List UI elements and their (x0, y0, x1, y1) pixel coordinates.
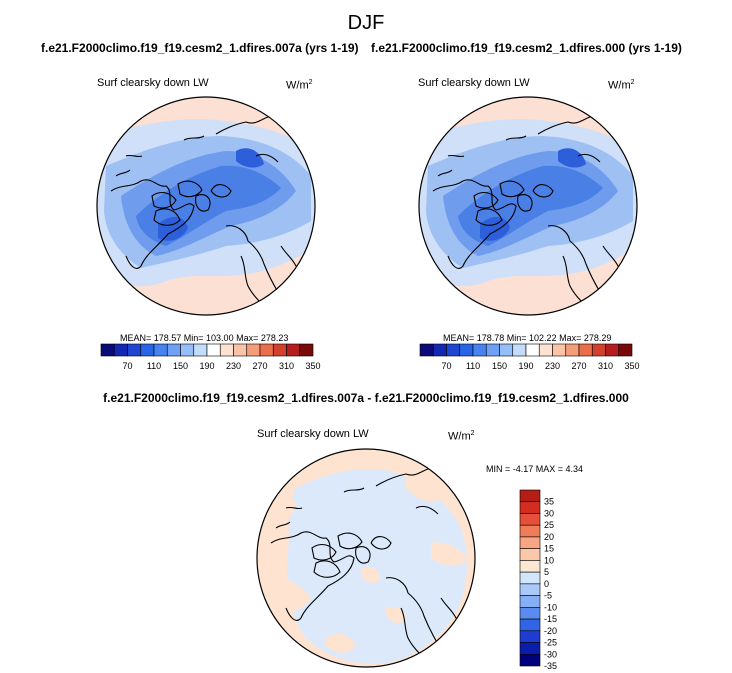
diff-colorbar-swatch (519, 595, 541, 608)
diff-colorbar-swatch (519, 571, 541, 585)
left-units-label: W/m2 (286, 79, 313, 92)
right-colorbar-swatch (459, 343, 474, 357)
right-colorbar-swatch (552, 343, 567, 357)
right-colorbar-swatch (525, 343, 540, 357)
diff-colorbar-swatch (519, 524, 541, 538)
diff-colorbar-tick-label: 25 (544, 520, 554, 530)
left-colorbar-tick-label: 70 (122, 361, 132, 371)
right-colorbar-tick-label: 350 (624, 361, 639, 371)
right-case-title: f.e21.F2000climo.f19_f19.cesm2_1.dfires.… (371, 41, 682, 55)
right-colorbar-tick-label: 150 (492, 361, 507, 371)
right-colorbar-tick-label: 230 (545, 361, 560, 371)
right-colorbar-tick-label: 310 (598, 361, 613, 371)
difference-title: f.e21.F2000climo.f19_f19.cesm2_1.dfires.… (103, 391, 629, 405)
left-colorbar-swatch (206, 343, 221, 357)
diff-colorbar-tick-label: 30 (544, 508, 554, 518)
left-variable-label: Surf clearsky down LW (97, 77, 209, 89)
left-colorbar-tick-label: 150 (173, 361, 188, 371)
diff-colorbar-tick-label: -20 (544, 626, 557, 636)
diff-colorbar-tick-label: 35 (544, 497, 554, 507)
right-colorbar-tick-label: 70 (441, 361, 451, 371)
right-colorbar-swatch (618, 343, 633, 357)
right-colorbar-swatch (419, 343, 434, 357)
right-colorbar-swatch (591, 343, 606, 357)
right-colorbar-tick-label: 110 (466, 361, 480, 371)
right-colorbar-swatch (472, 343, 487, 357)
left-colorbar-swatch (259, 343, 274, 357)
left-colorbar-tick-label: 310 (279, 361, 294, 371)
diff-colorbar-swatch (519, 618, 541, 632)
season-title: DJF (347, 12, 385, 34)
left-stats-text: MEAN= 178.57 Min= 103.00 Max= 278.23 (120, 333, 289, 343)
left-colorbar-tick-label: 190 (199, 361, 214, 371)
right-colorbar-swatch (446, 343, 461, 357)
right-colorbar-swatch (512, 343, 527, 357)
right-colorbar-swatch (605, 343, 620, 357)
diff-colorbar-tick-label: -10 (544, 602, 557, 612)
right-colorbar-swatch (432, 343, 447, 357)
right-colorbar: 70 110 150 190 230 270 310 350 (419, 343, 640, 371)
diff-colorbar-swatch (519, 653, 541, 667)
left-colorbar-swatch (140, 343, 155, 357)
left-colorbar-tick-label: 350 (305, 361, 320, 371)
left-colorbar-swatch (153, 343, 168, 357)
diff-colorbar-swatch (519, 489, 541, 503)
diff-colorbar-tick-label: -15 (544, 614, 557, 624)
right-polar-map (418, 96, 638, 316)
diff-colorbar-tick-label: 0 (544, 579, 549, 589)
right-colorbar-tick-label: 190 (518, 361, 533, 371)
diff-colorbar-tick-label: 20 (544, 532, 554, 542)
right-stats-text: MEAN= 178.78 Min= 102.22 Max= 278.29 (443, 333, 612, 343)
left-colorbar: 70 110 150 190 230 270 310 350 (100, 343, 321, 371)
diff-colorbar-swatch (519, 560, 541, 573)
right-colorbar-swatch (578, 343, 593, 357)
diff-colorbar-tick-label: 5 (544, 567, 549, 577)
left-colorbar-swatch (246, 343, 261, 357)
diff-colorbar-tick-label: -30 (544, 649, 557, 659)
left-colorbar-tick-label: 110 (147, 361, 161, 371)
diff-colorbar-swatch (519, 501, 541, 514)
left-colorbar-swatch (113, 343, 128, 357)
left-colorbar-swatch (100, 343, 115, 357)
diff-colorbar-tick-label: 15 (544, 544, 554, 554)
right-colorbar-swatch (499, 343, 514, 357)
left-colorbar-swatch (166, 343, 181, 357)
diff-colorbar-swatch (519, 642, 541, 655)
left-colorbar-swatch (233, 343, 248, 357)
diff-colorbar-swatch (519, 513, 541, 526)
diff-colorbar-swatch (519, 583, 541, 596)
left-polar-map (96, 96, 316, 316)
left-colorbar-swatch (180, 343, 195, 357)
right-colorbar-swatch (565, 343, 580, 357)
right-colorbar-tick-label: 270 (571, 361, 586, 371)
diff-colorbar-tick-label: -35 (544, 661, 557, 671)
right-colorbar-swatch (538, 343, 553, 357)
difference-polar-map (256, 448, 476, 668)
right-variable-label: Surf clearsky down LW (418, 77, 530, 89)
diff-colorbar-tick-label: -5 (544, 591, 552, 601)
diff-stats-text: MIN = -4.17 MAX = 4.34 (486, 464, 584, 474)
diff-colorbar-swatch (519, 607, 541, 620)
right-colorbar-swatch (485, 343, 500, 357)
diff-units-label: W/m2 (448, 430, 475, 443)
diff-colorbar-swatch (519, 548, 541, 561)
left-case-title: f.e21.F2000climo.f19_f19.cesm2_1.dfires.… (41, 41, 359, 55)
diff-variable-label: Surf clearsky down LW (257, 428, 369, 440)
left-colorbar-swatch (272, 343, 287, 357)
left-colorbar-swatch (127, 343, 142, 357)
left-colorbar-tick-label: 230 (226, 361, 241, 371)
diff-colorbar-tick-label: 10 (544, 555, 554, 565)
right-units-label: W/m2 (608, 79, 635, 92)
left-colorbar-tick-label: 270 (252, 361, 267, 371)
left-colorbar-swatch (299, 343, 314, 357)
left-colorbar-swatch (286, 343, 301, 357)
diff-colorbar-swatch (519, 536, 541, 549)
left-colorbar-swatch (219, 343, 234, 357)
diff-colorbar-tick-label: -25 (544, 638, 557, 648)
diff-colorbar-swatch (519, 630, 541, 643)
left-colorbar-swatch (193, 343, 208, 357)
